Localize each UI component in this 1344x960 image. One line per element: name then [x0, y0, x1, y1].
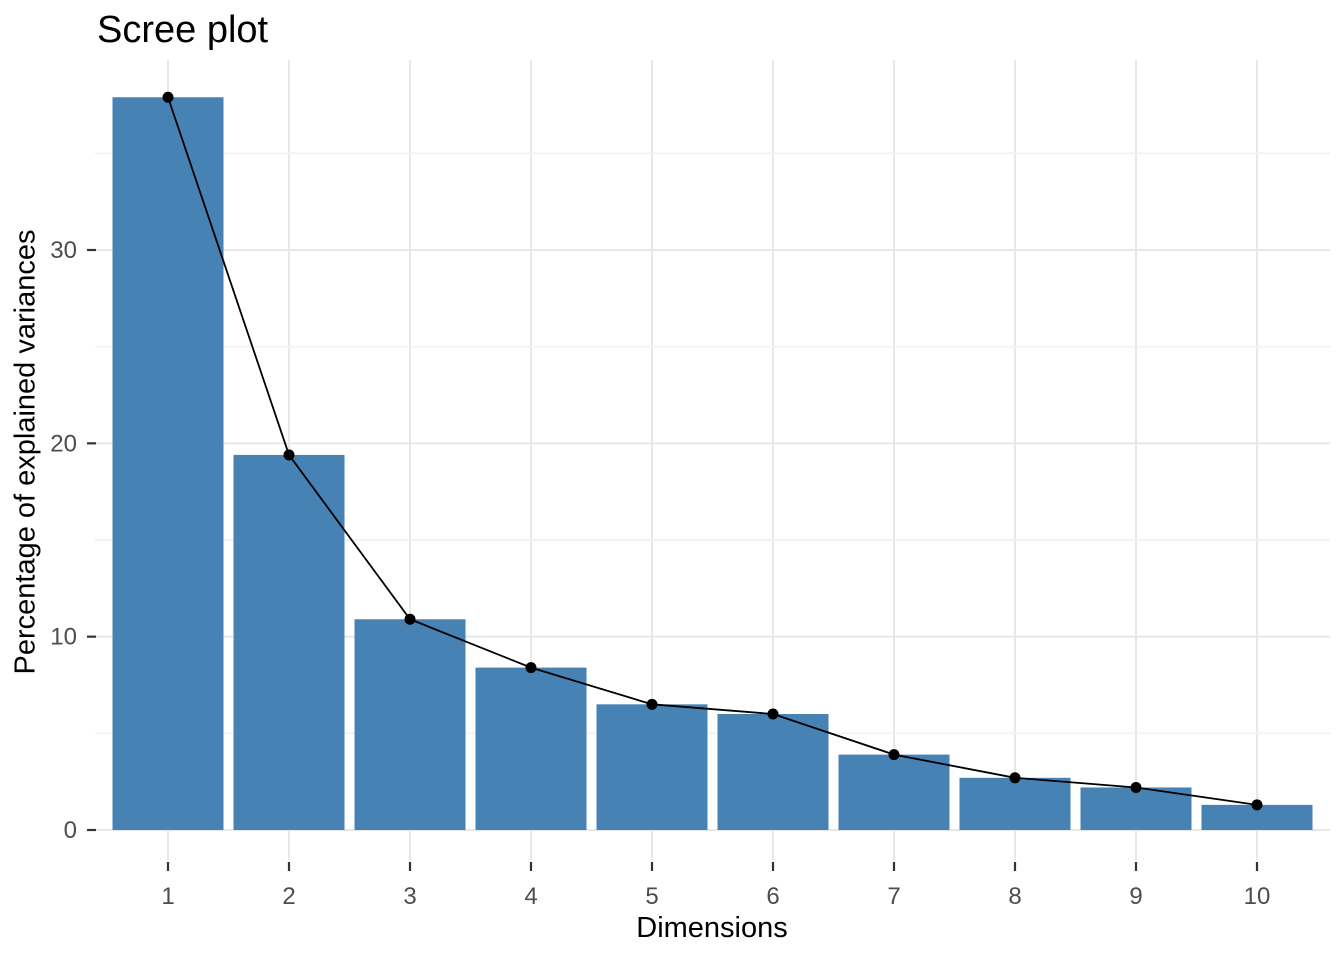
bar-dim-6	[717, 714, 829, 830]
x-axis-title: Dimensions	[636, 912, 788, 944]
bar-dim-8	[959, 777, 1071, 830]
point-dim-2	[283, 449, 295, 461]
bar-dim-2	[233, 454, 345, 830]
x-tick-label: 8	[1008, 883, 1021, 910]
x-tick-label: 2	[282, 883, 295, 910]
bar-dim-1	[112, 97, 224, 830]
point-dim-7	[888, 749, 900, 761]
variance-line	[167, 96, 1258, 806]
x-tick-label: 4	[524, 883, 537, 910]
point-dim-3	[404, 613, 416, 625]
x-tick-label: 10	[1244, 883, 1271, 910]
point-dim-4	[525, 662, 537, 674]
x-tick-label: 1	[161, 883, 174, 910]
y-tick-label: 0	[64, 817, 77, 844]
x-tick-label: 9	[1129, 883, 1142, 910]
point-dim-5	[646, 698, 658, 710]
point-dim-6	[767, 708, 779, 720]
bar-dim-9	[1080, 787, 1192, 830]
x-tick-label: 6	[766, 883, 779, 910]
y-tick-label: 10	[50, 624, 77, 651]
bar-dim-3	[354, 619, 466, 830]
y-tick-label: 30	[50, 237, 77, 264]
chart-title: Scree plot	[97, 9, 269, 51]
point-dim-8	[1009, 772, 1021, 784]
bar-dim-7	[838, 754, 950, 830]
x-tick-label: 5	[645, 883, 658, 910]
bar-dim-4	[475, 667, 587, 830]
y-tick-label: 20	[50, 430, 77, 457]
point-dim-10	[1251, 799, 1263, 811]
x-tick-label: 7	[887, 883, 900, 910]
point-dim-1	[162, 91, 174, 103]
x-tick-label: 3	[403, 883, 416, 910]
bar-dim-5	[596, 704, 708, 830]
point-dim-9	[1130, 781, 1142, 793]
